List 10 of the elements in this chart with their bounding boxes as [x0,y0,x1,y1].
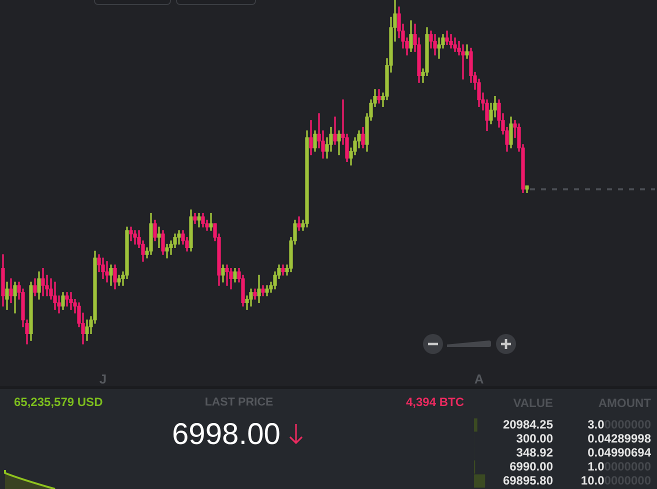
text: 4,394 BTC [406,395,464,410]
data-label: 0.04990694 [588,445,652,460]
y-tick-label: 69895.80 [502,473,554,488]
data-label: 0.04289998 [588,431,652,446]
y-tick-label: 6990.00 [510,459,554,474]
y-tick-label: 20984.25 [502,417,554,432]
text: 65,235,579 USD [14,395,103,410]
y-tick-label: 300.00 [516,431,554,446]
y-tick-label: 348.92 [516,445,554,460]
text: 6998.00 [172,418,280,452]
